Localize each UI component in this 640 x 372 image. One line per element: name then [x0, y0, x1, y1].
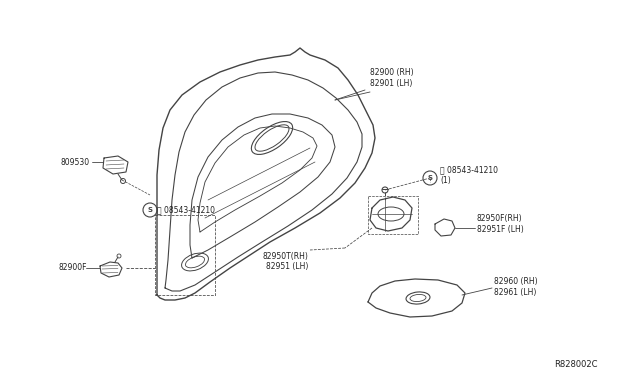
Text: S: S: [147, 207, 152, 213]
Text: 82960 (RH)
82961 (LH): 82960 (RH) 82961 (LH): [494, 277, 538, 297]
Circle shape: [423, 171, 437, 185]
Circle shape: [143, 203, 157, 217]
Circle shape: [382, 187, 388, 193]
Text: 82900F: 82900F: [58, 263, 86, 273]
Text: 809530: 809530: [60, 157, 89, 167]
Text: 82950F(RH)
82951F (LH): 82950F(RH) 82951F (LH): [477, 214, 524, 234]
Text: 82900 (RH)
82901 (LH): 82900 (RH) 82901 (LH): [370, 68, 413, 88]
Text: Ⓢ 08543-41210
(1): Ⓢ 08543-41210 (1): [440, 165, 498, 185]
Text: 82950T(RH)
82951 (LH): 82950T(RH) 82951 (LH): [262, 252, 308, 272]
Text: Ⓢ 08543-41210: Ⓢ 08543-41210: [157, 205, 215, 215]
Text: R828002C: R828002C: [554, 360, 598, 369]
Text: S: S: [428, 175, 433, 181]
